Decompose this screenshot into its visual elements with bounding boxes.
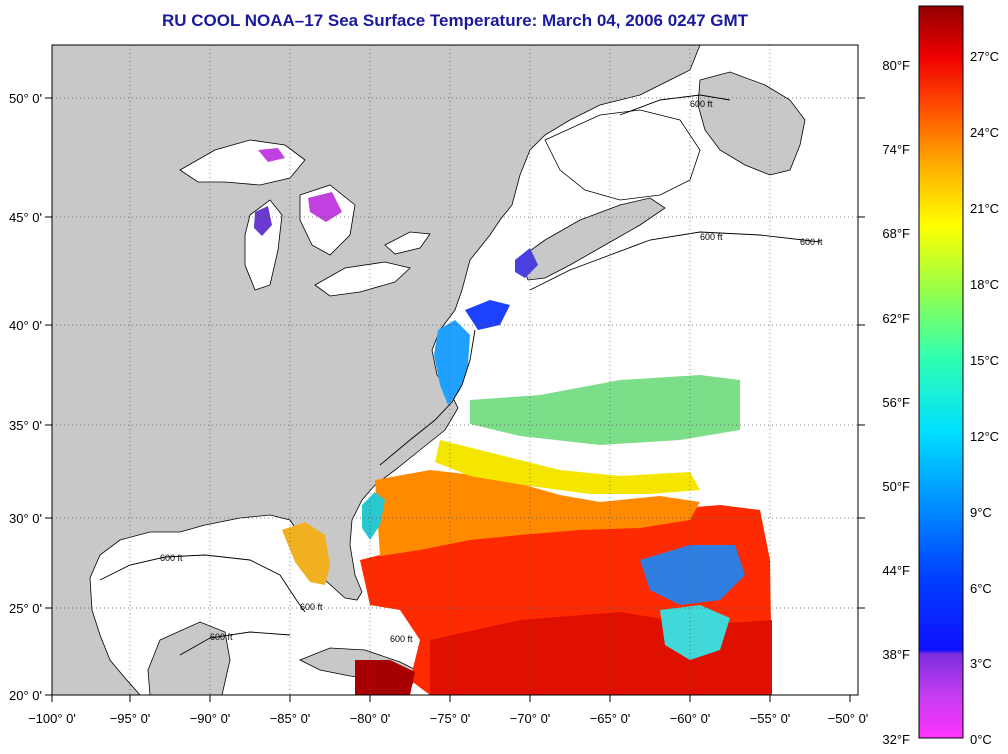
lon-tick-label: −85° 0' [270, 711, 311, 726]
fahrenheit-tick-label: 32°F [882, 732, 910, 747]
gulf-of-maine-cold [515, 248, 538, 278]
lon-tick-label: −65° 0' [590, 711, 631, 726]
fahrenheit-tick-label: 38°F [882, 647, 910, 662]
lon-tick-label: −70° 0' [510, 711, 551, 726]
lat-tick-label: 35° 0' [9, 418, 42, 433]
lake-ice-purple-2 [254, 206, 272, 236]
north-america-land [52, 45, 701, 695]
longitude-labels: −100° 0' −95° 0' −90° 0' −85° 0' −80° 0'… [28, 711, 868, 726]
sst-field [254, 148, 772, 695]
lat-tick-label: 20° 0' [9, 688, 42, 703]
celsius-tick-label: 18°C [970, 277, 999, 292]
lake-ice-purple-3 [258, 148, 285, 162]
contour-label: 600 ft [690, 99, 713, 109]
lake-ice-purple-1 [308, 192, 342, 222]
sst-region-gulf-stream-shelf [434, 320, 470, 405]
sst-region-orange [375, 470, 700, 556]
contour-labels: 600 ft 600 ft 600 ft 600 ft 600 ft 600 f… [160, 99, 823, 644]
celsius-tick-label: 27°C [970, 49, 999, 64]
lon-tick-label: −100° 0' [28, 711, 76, 726]
color-scale-bar [918, 5, 964, 739]
celsius-tick-label: 21°C [970, 201, 999, 216]
nova-scotia-land [519, 197, 666, 281]
celsius-tick-label: 0°C [970, 732, 992, 747]
celsius-labels: 27°C 24°C 21°C 18°C 15°C 12°C 9°C 6°C 3°… [970, 49, 999, 747]
contour-label: 600 ft [300, 602, 323, 612]
latitude-labels: 50° 0' 45° 0' 40° 0' 35° 0' 30° 0' 25° 0… [9, 91, 42, 703]
contour-label: 600 ft [210, 632, 233, 642]
fahrenheit-labels: 80°F 74°F 68°F 62°F 56°F 50°F 44°F 38°F … [882, 58, 910, 747]
celsius-tick-label: 6°C [970, 581, 992, 596]
sst-region-yellow [435, 440, 700, 494]
lon-tick-label: −55° 0' [750, 711, 791, 726]
lat-tick-label: 40° 0' [9, 318, 42, 333]
sst-region-florida-shelf [362, 492, 385, 540]
fahrenheit-tick-label: 62°F [882, 311, 910, 326]
sst-region-gulf-coast [282, 522, 330, 585]
celsius-tick-label: 15°C [970, 353, 999, 368]
lat-tick-label: 30° 0' [9, 511, 42, 526]
map-border [51, 44, 859, 696]
lat-tick-label: 45° 0' [9, 210, 42, 225]
contour-label: 600 ft [390, 634, 413, 644]
lon-tick-label: −95° 0' [110, 711, 151, 726]
lon-tick-label: −60° 0' [670, 711, 711, 726]
yucatan-land [147, 621, 231, 695]
map-title: RU COOL NOAA–17 Sea Surface Temperature:… [161, 11, 749, 30]
sst-region-caribbean [355, 660, 415, 695]
fahrenheit-tick-label: 68°F [882, 226, 910, 241]
celsius-tick-label: 9°C [970, 505, 992, 520]
celsius-tick-label: 12°C [970, 429, 999, 444]
fahrenheit-tick-label: 56°F [882, 395, 910, 410]
fahrenheit-tick-label: 44°F [882, 563, 910, 578]
lon-tick-label: −50° 0' [828, 711, 869, 726]
contour-label: 600 ft [800, 237, 823, 247]
fahrenheit-tick-label: 50°F [882, 479, 910, 494]
lon-tick-label: −80° 0' [350, 711, 391, 726]
fahrenheit-tick-label: 80°F [882, 58, 910, 73]
lon-tick-label: −90° 0' [190, 711, 231, 726]
graticule [52, 45, 858, 695]
sst-region-green-cyan [470, 375, 740, 445]
sst-region-cold-pool [640, 545, 745, 605]
frame-ticks [45, 97, 865, 702]
isobath-contours [99, 94, 821, 656]
sst-region-cyan-patch [660, 605, 730, 660]
lat-tick-label: 50° 0' [9, 91, 42, 106]
lakes [179, 109, 701, 297]
celsius-tick-label: 3°C [970, 656, 992, 671]
lat-tick-label: 25° 0' [9, 601, 42, 616]
contour-label: 600 ft [160, 553, 183, 563]
sst-region-cold-shelf [465, 300, 510, 330]
lon-tick-label: −75° 0' [430, 711, 471, 726]
contour-label: 600 ft [700, 232, 723, 242]
celsius-tick-label: 24°C [970, 125, 999, 140]
fahrenheit-tick-label: 74°F [882, 142, 910, 157]
